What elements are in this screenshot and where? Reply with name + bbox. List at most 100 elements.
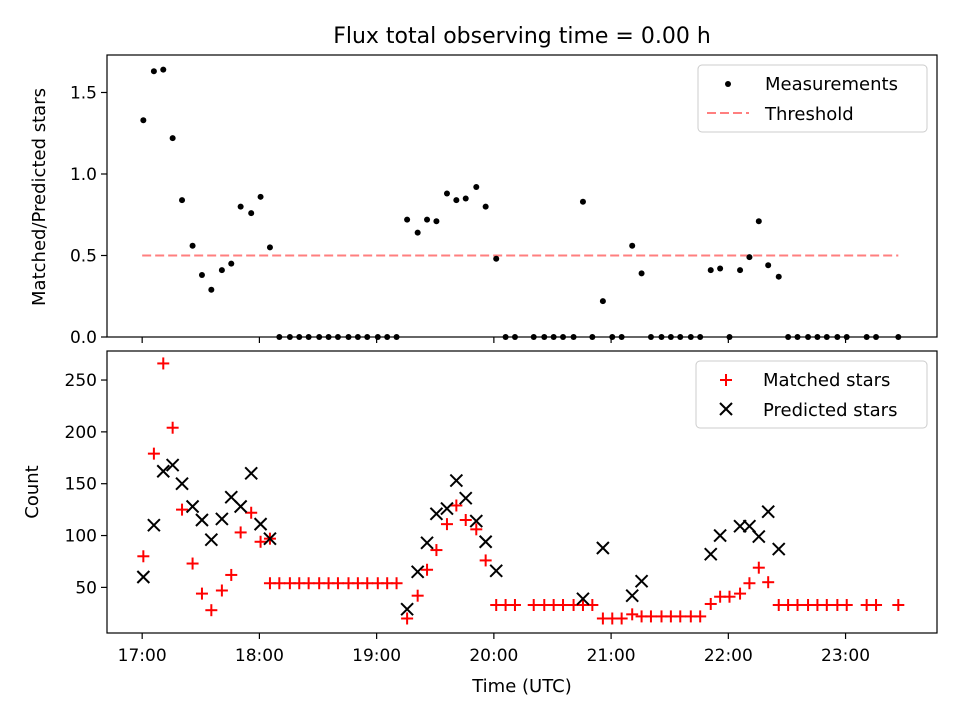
matched-star-point	[273, 577, 286, 590]
predicted-star-point	[440, 501, 454, 516]
measurement-point	[228, 260, 235, 267]
bottom-legend: Matched stars Predicted stars	[695, 360, 928, 429]
measurement-point	[257, 193, 264, 200]
matched-star-point	[225, 568, 238, 581]
predicted-star-point	[263, 531, 277, 546]
matched-star-point	[870, 599, 883, 612]
matched-star-point	[892, 599, 905, 612]
bottom-y-axis-label: Count	[22, 465, 43, 518]
matched-star-point	[137, 550, 150, 563]
measurement-point	[160, 66, 167, 73]
matched-star-point	[361, 577, 374, 590]
predicted-star-point	[400, 602, 414, 616]
measurement-point	[189, 242, 196, 249]
top-panel: Flux total observing time = 0.00 h Match…	[29, 24, 938, 348]
measurement-point	[179, 197, 186, 204]
measurement-point	[218, 267, 225, 274]
matched-star-point	[421, 563, 434, 576]
bottom-x-tick-label: 23:00	[821, 646, 870, 666]
measurement-point	[237, 203, 244, 210]
top-legend-box	[697, 64, 928, 133]
predicted-star-point	[195, 513, 209, 527]
legend-predicted-marker	[719, 402, 733, 416]
measurement-point	[473, 184, 480, 191]
matched-star-points	[137, 357, 905, 625]
measurement-point	[746, 254, 753, 261]
measurement-point	[462, 195, 469, 202]
matched-star-point	[527, 599, 540, 612]
predicted-star-point	[156, 464, 170, 478]
measurement-point	[717, 265, 724, 272]
matched-star-point	[734, 587, 747, 600]
bottom-y-ticks: 50 100 150 200 250	[65, 371, 107, 598]
top-y-axis-label: Matched/Predicted stars	[29, 88, 50, 306]
bottom-y-tick-label: 100	[65, 527, 97, 547]
matched-star-point	[440, 518, 453, 531]
legend-measurements-marker	[725, 81, 731, 87]
matched-star-point	[205, 604, 218, 617]
top-chart-title: Flux total observing time = 0.00 h	[333, 24, 711, 49]
matched-star-point	[430, 544, 443, 557]
matched-star-point	[694, 610, 707, 623]
measurement-point	[707, 267, 714, 274]
top-y-tick-label: 1.5	[70, 83, 97, 103]
predicted-star-points	[136, 458, 786, 616]
predicted-star-point	[175, 476, 189, 491]
predicted-star-point	[459, 491, 473, 505]
top-y-ticks: 0.0 0.5 1.0 1.5	[70, 83, 107, 348]
matched-star-point	[195, 587, 208, 600]
predicted-star-point	[489, 564, 503, 578]
measurement-point	[169, 135, 176, 142]
measurement-point	[140, 117, 147, 124]
matched-star-point	[704, 597, 717, 610]
predicted-star-point	[596, 541, 610, 555]
matched-star-point	[254, 535, 267, 548]
bottom-axes-frame	[106, 350, 938, 634]
top-legend: Measurements Threshold	[697, 64, 928, 133]
measurement-point	[404, 216, 411, 223]
predicted-star-point	[253, 517, 268, 531]
measurement-point	[414, 229, 421, 236]
matched-star-point	[626, 608, 639, 621]
matched-star-point	[166, 421, 179, 434]
measurement-point	[599, 298, 606, 305]
predicted-star-point	[185, 499, 200, 514]
predicted-star-point	[410, 565, 425, 579]
bottom-y-tick-label: 250	[65, 371, 97, 391]
measurement-point	[424, 216, 431, 223]
measurement-point	[755, 218, 762, 225]
bottom-x-tick-label: 19:00	[352, 646, 401, 666]
measurement-point	[433, 218, 440, 225]
bottom-x-tick-label: 18:00	[235, 646, 284, 666]
matched-star-point	[723, 590, 736, 603]
measurement-point	[493, 255, 500, 262]
matched-star-point	[470, 523, 483, 536]
matched-star-point	[615, 612, 628, 625]
predicted-star-point	[136, 570, 151, 584]
bottom-x-axis-label: Time (UTC)	[471, 676, 572, 697]
legend-threshold-label: Threshold	[764, 104, 854, 125]
matched-star-point	[752, 561, 765, 574]
bottom-legend-box	[695, 360, 928, 429]
matched-star-point	[331, 577, 344, 590]
matched-star-point	[791, 599, 804, 612]
measurement-point	[765, 262, 772, 269]
matched-star-point	[557, 599, 570, 612]
top-y-tick-label: 0.5	[70, 246, 97, 266]
matched-star-point	[245, 506, 258, 519]
bottom-y-tick-label: 150	[65, 475, 97, 495]
measurement-point	[482, 203, 489, 210]
matched-star-point	[820, 599, 833, 612]
bottom-x-tick-label: 22:00	[704, 646, 753, 666]
matched-star-point	[186, 557, 199, 570]
bottom-x-tick-label: 21:00	[587, 646, 636, 666]
predicted-star-point	[713, 528, 727, 543]
top-y-tick-label: 1.0	[70, 165, 97, 185]
predicted-star-point	[576, 592, 590, 606]
matched-star-point	[840, 599, 853, 612]
predicted-star-point	[244, 466, 258, 481]
matched-star-point	[459, 513, 472, 526]
predicted-star-point	[478, 535, 493, 549]
matched-star-point	[390, 577, 403, 590]
